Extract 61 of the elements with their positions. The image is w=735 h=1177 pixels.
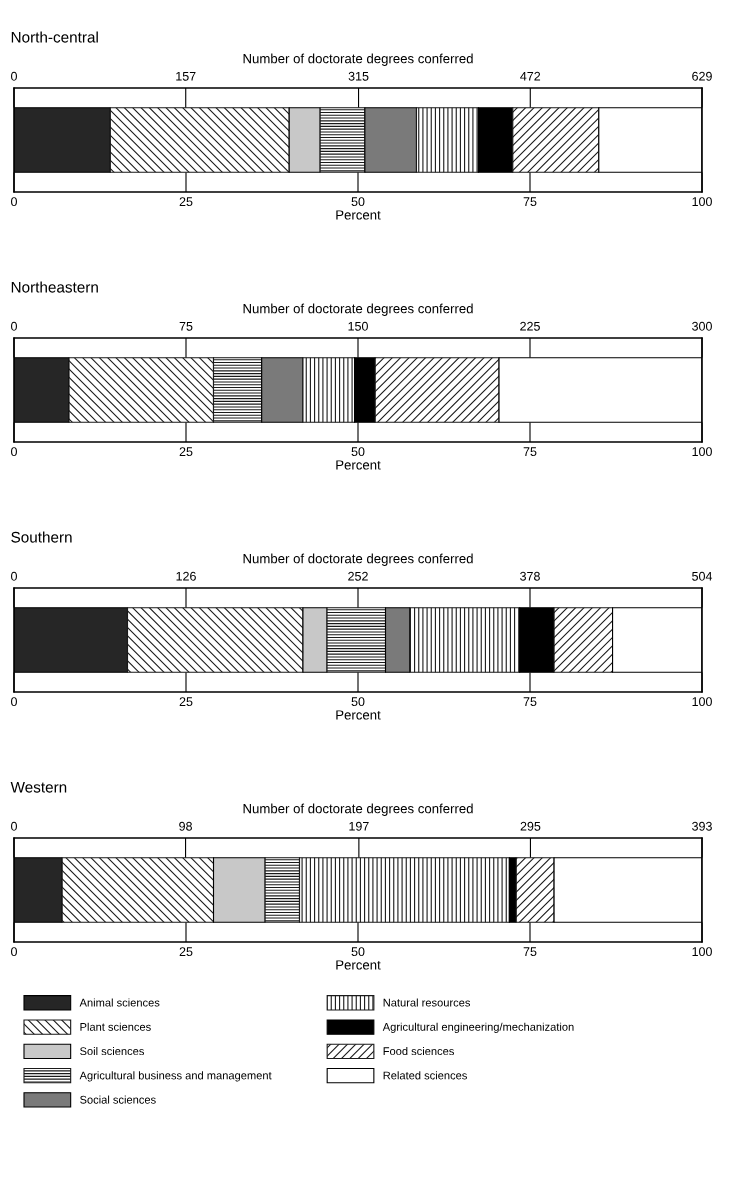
x2-tick-label: 252 — [348, 571, 368, 581]
x2-tick-label: 393 — [692, 821, 712, 831]
legend-label: Food sciences — [383, 1046, 454, 1056]
x-axis-title: Percent — [336, 460, 381, 470]
x2-tick-label: 0 — [11, 571, 17, 581]
chart-title: Northeastern — [11, 281, 98, 293]
x-tick-label: 25 — [179, 697, 193, 707]
x-axis-title: Percent — [336, 960, 381, 970]
x2-axis-title: Number of doctorate degrees conferred — [243, 303, 473, 316]
x-axis-title: Percent — [336, 210, 381, 220]
x2-tick-label: 225 — [520, 321, 540, 331]
x2-axis-title: Number of doctorate degrees conferred — [243, 803, 473, 816]
x2-tick-label: 150 — [348, 321, 368, 331]
x2-tick-label: 0 — [11, 821, 17, 831]
x2-axis-title: Number of doctorate degrees conferred — [243, 553, 473, 566]
x-tick-label: 75 — [523, 447, 537, 457]
x-tick-label: 50 — [351, 947, 365, 957]
x-axis-title: Percent — [336, 710, 381, 720]
x-tick-label: 25 — [179, 947, 193, 957]
x2-tick-label: 629 — [692, 71, 712, 81]
x2-tick-label: 295 — [520, 821, 541, 831]
legend-label: Social sciences — [80, 1095, 156, 1104]
x-tick-label: 100 — [692, 697, 712, 707]
chart-title: North-central — [11, 31, 98, 43]
x-tick-label: 100 — [692, 947, 712, 957]
x-tick-label: 100 — [692, 447, 712, 457]
x2-tick-label: 0 — [11, 321, 17, 331]
x2-tick-label: 98 — [179, 821, 192, 831]
x2-tick-label: 0 — [11, 71, 17, 81]
x-tick-label: 0 — [11, 197, 17, 207]
x2-tick-label: 378 — [520, 571, 540, 581]
legend-label: Soil sciences — [80, 1046, 144, 1056]
x-tick-label: 0 — [11, 697, 17, 707]
x-tick-label: 50 — [351, 197, 365, 207]
legend-label: Agricultural engineering/mechanization — [382, 1022, 574, 1034]
x2-axis-title: Number of doctorate degrees conferred — [243, 53, 473, 66]
x-tick-label: 0 — [11, 947, 17, 957]
x-tick-label: 100 — [692, 197, 712, 207]
legend-label: Natural resources — [383, 998, 471, 1007]
x-tick-label: 0 — [11, 447, 17, 457]
x2-tick-label: 504 — [692, 571, 713, 581]
x2-tick-label: 157 — [176, 71, 196, 81]
chart-title: Southern — [11, 531, 72, 543]
x-tick-label: 50 — [351, 697, 365, 707]
legend-label: Related sciences — [383, 1071, 467, 1080]
legend-label: Animal sciences — [79, 998, 160, 1007]
chart-title: Western — [10, 781, 67, 793]
x2-tick-label: 197 — [349, 821, 369, 831]
x-tick-label: 50 — [351, 447, 365, 457]
x2-tick-label: 126 — [176, 571, 196, 581]
legend-label: Plant sciences — [80, 1022, 151, 1031]
x-tick-label: 75 — [523, 197, 537, 207]
x-tick-label: 75 — [523, 697, 537, 707]
x2-tick-label: 315 — [348, 71, 369, 81]
x-tick-label: 25 — [179, 447, 193, 457]
x-tick-label: 75 — [523, 947, 537, 957]
x2-tick-label: 472 — [520, 71, 541, 81]
legend-label: Agricultural business and management — [79, 1071, 272, 1082]
x-tick-label: 25 — [179, 197, 193, 207]
x2-tick-label: 75 — [179, 321, 193, 331]
x2-tick-label: 300 — [692, 321, 712, 331]
